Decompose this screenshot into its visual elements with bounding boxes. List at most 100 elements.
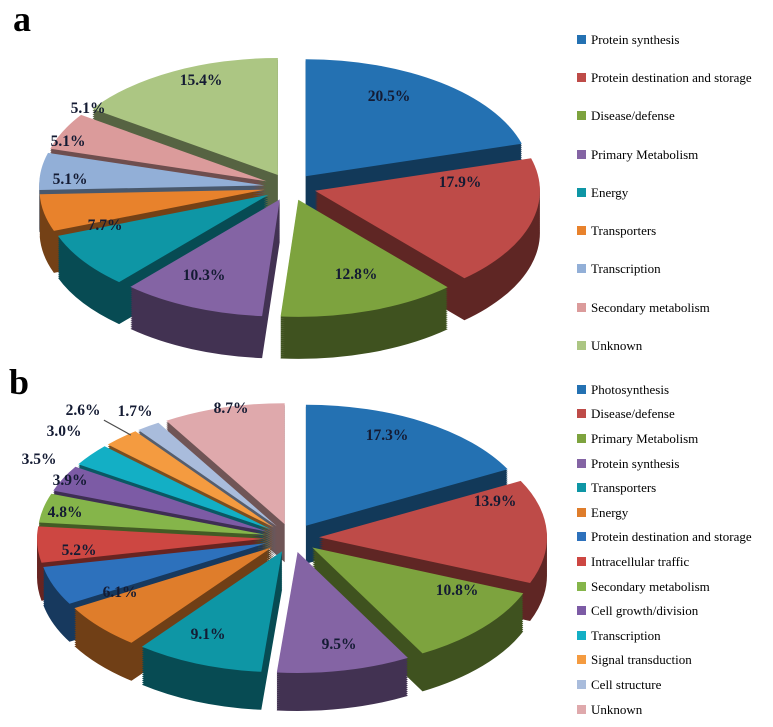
slice-percent-label: 5.1% [51, 133, 86, 150]
pie-slice [53, 466, 268, 532]
legend-swatch [577, 679, 586, 689]
slice-percent-label: 8.7% [214, 400, 249, 417]
legend-swatch [577, 341, 586, 351]
legend-swatch [577, 630, 586, 640]
legend-label: Primary Metabolism [591, 430, 699, 446]
label-leader-line [103, 419, 132, 436]
pie-slice [315, 158, 540, 279]
legend-swatch [577, 409, 586, 419]
legend-item: Protein synthesis [577, 451, 773, 476]
pie-slice [276, 552, 408, 674]
legend-label: Transcription [591, 261, 661, 277]
pie-slice [37, 526, 265, 563]
panel-b-label: b [9, 362, 30, 402]
slice-percent-label: 9.5% [322, 636, 357, 653]
legend-swatch [577, 187, 586, 197]
legend-label: Protein synthesis [591, 455, 680, 471]
legend-item: Transcription [577, 623, 773, 648]
legend-item: Unknown [577, 697, 773, 722]
slice-percent-label: 5.1% [53, 171, 88, 188]
legend-label: Signal transduction [591, 652, 692, 668]
legend-label: Intracellular traffic [591, 553, 690, 569]
legend-item: Primary Metabolism [577, 135, 773, 173]
legend-swatch [577, 34, 586, 44]
pie-slice [74, 547, 272, 643]
pie-slice [319, 480, 547, 583]
legend-item: Protein destination and storage [577, 525, 773, 550]
pie-slice [39, 189, 265, 231]
legend-a: Protein synthesis Protein destination and… [577, 20, 773, 365]
legend-label: Photosynthesis [591, 381, 670, 397]
pie-slice [92, 58, 278, 175]
legend-label: Transporters [591, 480, 657, 496]
legend-swatch [577, 72, 586, 82]
pie-slice [58, 194, 269, 283]
legend-label: Transporters [591, 223, 657, 239]
legend-item: Signal transduction [577, 648, 773, 673]
legend-item: Disease/defense [577, 402, 773, 427]
slice-percent-label: 3.9% [53, 472, 88, 489]
legend-label: Primary Metabolism [591, 146, 699, 162]
legend-label: Secondary metabolism [591, 299, 710, 315]
slice-percent-label: 5.2% [62, 542, 97, 559]
legend-swatch [577, 111, 586, 121]
pie-slice [305, 59, 522, 177]
pie-slice [107, 431, 274, 528]
pie-chart-a: 20.5% 17.9% 12.8% 10.3% 7.7% 5.1% 5.1% 5.1% 15.4… [39, 58, 540, 359]
pie-slice [130, 199, 280, 317]
legend-label: Unknown [591, 338, 643, 354]
pie-slice [39, 152, 265, 190]
slice-percent-label: 4.8% [48, 504, 83, 521]
slice-percent-label: 13.9% [474, 493, 517, 510]
legend-item: Energy [577, 173, 773, 211]
legend-label: Energy [591, 504, 629, 520]
slice-percent-label: 2.6% [66, 402, 101, 419]
legend-swatch [577, 483, 586, 493]
legend-label: Energy [591, 184, 629, 200]
legend-item: Protein synthesis [577, 20, 773, 58]
pie-slice [78, 446, 271, 530]
legend-swatch [577, 302, 586, 312]
legend-item: Secondary metabolism [577, 574, 773, 599]
legend-label: Transcription [591, 627, 661, 643]
slice-percent-label: 1.7% [118, 403, 153, 420]
pie-slice [38, 493, 266, 535]
legend-label: Protein synthesis [591, 31, 680, 47]
slice-percent-label: 17.3% [366, 427, 409, 444]
legend-b: Photosynthesis Disease/defense Primary Met… [577, 377, 773, 721]
slice-percent-label: 9.1% [191, 626, 226, 643]
slice-percent-label: 20.5% [368, 88, 411, 105]
legend-swatch [577, 581, 586, 591]
slice-percent-label: 3.0% [47, 423, 82, 440]
legend-swatch [577, 532, 586, 542]
legend-swatch [577, 149, 586, 159]
legend-swatch [577, 704, 586, 714]
slice-percent-label: 17.9% [439, 174, 482, 191]
pie-slice [138, 422, 277, 527]
panel-a-label: a [13, 0, 31, 39]
legend-swatch [577, 433, 586, 443]
legend-label: Cell structure [591, 676, 662, 692]
legend-swatch [577, 606, 586, 616]
pie-slice [50, 114, 267, 182]
legend-item: Photosynthesis [577, 377, 773, 402]
legend-label: Cell growth/division [591, 603, 699, 619]
legend-label: Disease/defense [591, 406, 675, 422]
legend-item: Disease/defense [577, 97, 773, 135]
pie-slice-side [74, 549, 272, 681]
pie-slice [166, 403, 285, 525]
legend-label: Disease/defense [591, 108, 675, 124]
legend-item: Transporters [577, 475, 773, 500]
pie-slice [43, 543, 267, 604]
legend-swatch [577, 264, 586, 274]
slice-percent-label: 3.5% [22, 451, 57, 468]
legend-label: Protein destination and storage [591, 529, 752, 545]
legend-label: Protein destination and storage [591, 69, 752, 85]
slice-percent-label: 15.4% [180, 72, 223, 89]
slice-percent-label: 10.3% [183, 267, 226, 284]
legend-item: Transporters [577, 211, 773, 249]
slice-percent-label: 12.8% [335, 266, 378, 283]
legend-item: Cell growth/division [577, 598, 773, 623]
